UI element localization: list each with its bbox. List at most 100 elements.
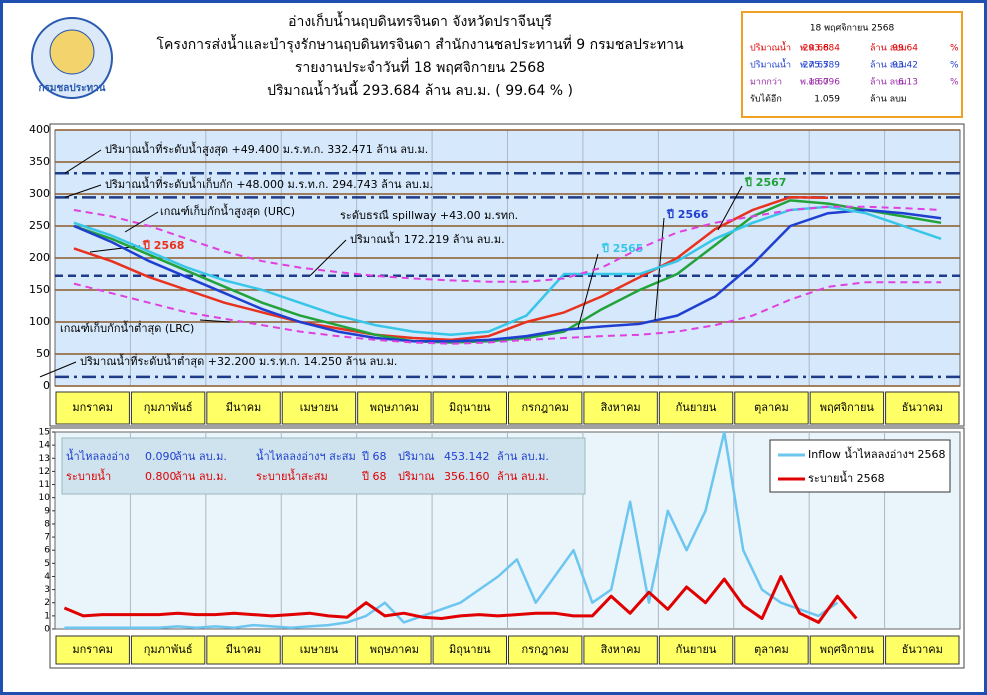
info-cell: % <box>950 61 959 71</box>
month-cell <box>734 391 809 425</box>
callout <box>64 184 102 198</box>
summary-cell: ล้าน ลบ.ม. <box>175 470 227 483</box>
info-cell: พ.ศ.67 <box>800 61 829 71</box>
month-cell <box>357 635 432 665</box>
y-tick-label: 14 <box>39 441 51 451</box>
x-tick-label: กันยายน <box>676 401 717 414</box>
y-tick-label: 150 <box>29 283 50 296</box>
legend-label: ระบายน้ำ 2568 <box>808 470 885 485</box>
logo-emblem <box>49 29 95 75</box>
summary-cell: ปี 68 <box>361 470 387 483</box>
y-tick-label: 10 <box>39 493 51 503</box>
x-tick-label: มีนาคม <box>226 643 262 656</box>
x-tick-label: มกราคม <box>72 643 113 656</box>
info-box <box>741 11 963 118</box>
y-tick-label: 4 <box>44 572 50 582</box>
month-cell <box>508 635 583 665</box>
month-cell <box>281 391 357 425</box>
month-cell <box>130 635 206 665</box>
x-tick-label: กุมภาพันธ์ <box>144 401 193 414</box>
summary-cell: ล้าน ลบ.ม. <box>497 450 549 463</box>
summary-box <box>61 437 586 495</box>
y-tick-label: 15 <box>39 428 50 438</box>
month-cell <box>809 391 885 425</box>
callout <box>309 239 347 277</box>
info-cell: 93.42 <box>892 61 918 71</box>
summary-cell: 0.800 <box>145 470 177 483</box>
x-tick-label: กรกฎาคม <box>522 643 569 656</box>
y-tick-label: 8 <box>44 519 50 529</box>
today-volume: ปริมาณน้ำวันนี้ 293.684 ล้าน ลบ.ม. ( 99.… <box>267 80 573 99</box>
report-date: รายงานประจำวันที่ 18 พฤศจิกายน 2568 <box>295 58 545 76</box>
month-cell <box>885 391 960 425</box>
callout <box>64 149 102 174</box>
callout <box>654 217 665 321</box>
x-tick-label: เมษายน <box>300 401 339 414</box>
subtitle: โครงการส่งน้ำและบำรุงรักษานฤบดินทรจินดา … <box>156 34 683 53</box>
month-cell <box>583 391 658 425</box>
callout <box>717 185 743 231</box>
info-cell: ปริมาณน้ำ <box>750 41 791 54</box>
y-tick-label: 12 <box>39 467 50 477</box>
summary-cell: ปริมาณ <box>398 470 435 483</box>
series-line <box>73 205 942 337</box>
y-tick-label: 350 <box>29 155 50 168</box>
y-tick-label: 2 <box>44 598 50 608</box>
y-tick-label: 200 <box>29 251 50 264</box>
month-cell <box>357 391 432 425</box>
info-cell: 275.589 <box>803 61 840 71</box>
y-tick-label: 1 <box>44 611 50 621</box>
summary-cell: 0.090 <box>145 450 177 463</box>
summary-cell: ล้าน ลบ.ม. <box>175 450 227 463</box>
x-tick-label: กรกฎาคม <box>522 401 569 414</box>
x-tick-label: สิงหาคม <box>600 643 640 656</box>
y-tick-label: 100 <box>29 315 50 328</box>
x-tick-label: พฤษภาคม <box>370 401 419 414</box>
title: อ่างเก็บน้ำนฤบดินทรจินดา จังหวัดปราจีนบุ… <box>288 11 552 30</box>
annotation: ระดับธรณี spillway +43.00 ม.รทก. <box>340 209 518 222</box>
info-cell: % <box>950 44 959 54</box>
info-cell: ล้าน ลบม <box>870 94 907 105</box>
y-tick-label: 3 <box>44 585 50 595</box>
y-tick-label: 7 <box>44 533 50 543</box>
month-cell <box>432 635 508 665</box>
summary-cell: ระบายน้ำ <box>66 468 111 483</box>
y-tick-label: 0 <box>44 625 50 635</box>
info-cell: รับได้อีก <box>750 94 782 105</box>
info-cell: 99.64 <box>892 44 918 54</box>
month-cell <box>55 635 130 665</box>
month-cell <box>809 635 885 665</box>
x-tick-label: ตุลาคม <box>754 643 789 656</box>
series-line <box>73 199 942 344</box>
x-tick-label: ธันวาคม <box>902 643 943 656</box>
x-tick-label: มิถุนายน <box>449 643 491 656</box>
summary-cell: 453.142 <box>444 450 490 463</box>
x-tick-label: พฤษภาคม <box>370 643 419 656</box>
y-tick-label: 13 <box>39 454 50 464</box>
x-tick-label: มิถุนายน <box>449 401 491 414</box>
info-cell: 6.13 <box>898 78 918 88</box>
y-tick-label: 11 <box>39 480 50 490</box>
legend-label: Inflow น้ำไหลลงอ่างฯ 2568 <box>808 446 946 461</box>
y-tick-label: 0 <box>43 379 50 392</box>
month-cell <box>508 391 583 425</box>
month-cell <box>55 391 130 425</box>
reference-label: ปริมาณน้ำ 172.219 ล้าน ลบ.ม. <box>350 231 505 246</box>
reference-label: ปริมาณน้ำที่ระดับน้ำสูงสุด +49.400 ม.ร.ท… <box>105 141 428 156</box>
month-cell <box>130 391 206 425</box>
month-cell <box>583 635 658 665</box>
month-cell <box>281 635 357 665</box>
callout <box>124 211 159 233</box>
month-cell <box>885 635 960 665</box>
legend-box <box>769 439 951 493</box>
month-cell <box>206 635 281 665</box>
series-label: ปี 2565 <box>601 242 644 255</box>
info-cell: ล้าน ลบม <box>870 77 907 88</box>
series-label: เกณฑ์เก็บกักน้ำต่ำสุด (LRC) <box>60 320 194 335</box>
info-cell: พ.ศ.67 <box>800 78 829 88</box>
y-tick-label: 400 <box>29 123 50 136</box>
month-cell <box>734 635 809 665</box>
info-cell: มากกว่า <box>750 78 782 88</box>
logo-text: กรมชลประทาน <box>38 82 105 94</box>
summary-cell: ปี 68 <box>361 450 387 463</box>
